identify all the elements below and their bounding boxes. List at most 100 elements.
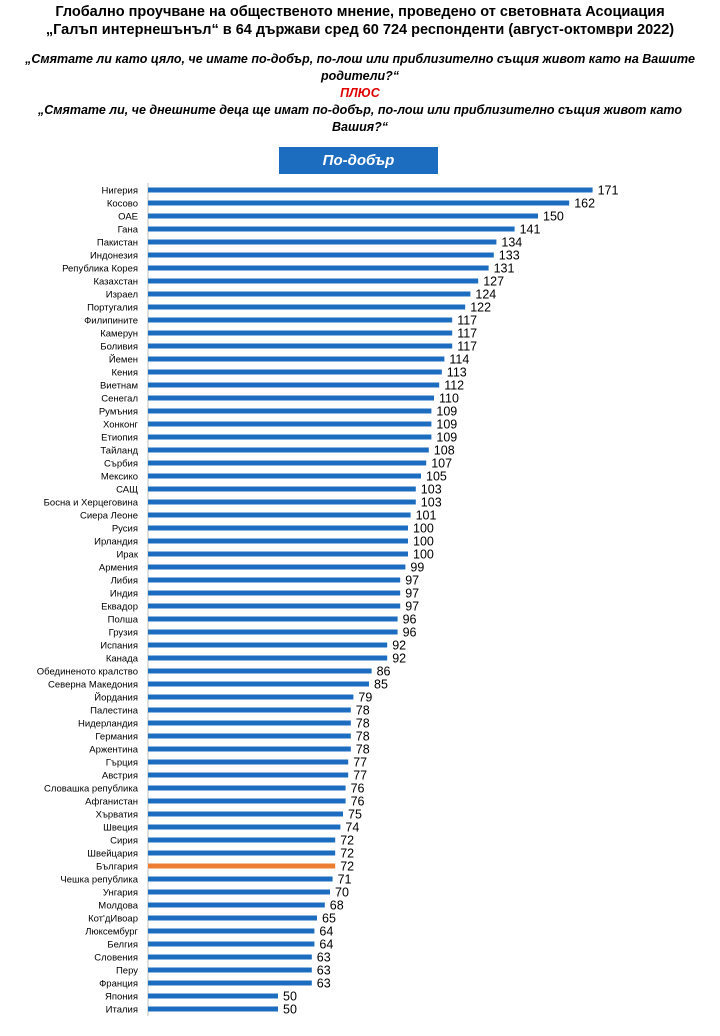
- category-label: Хърватия: [96, 810, 138, 821]
- value-label: 117: [457, 327, 477, 341]
- value-label: 72: [340, 860, 354, 874]
- value-label: 101: [416, 509, 437, 523]
- value-label: 103: [421, 496, 442, 510]
- value-label: 162: [574, 197, 595, 211]
- bar: [148, 226, 515, 232]
- bar: [148, 772, 349, 778]
- chart-title: Глобално проучване на общественото мнени…: [0, 3, 720, 39]
- bar: [148, 460, 427, 466]
- category-label: Обединеното кралство: [37, 667, 138, 678]
- category-label: Канада: [106, 654, 139, 665]
- category-label: Гана: [118, 225, 139, 236]
- category-label: Швеция: [103, 823, 138, 834]
- value-label: 86: [377, 665, 391, 679]
- bar: [148, 278, 479, 284]
- value-label: 127: [483, 275, 504, 289]
- value-label: 78: [356, 704, 370, 718]
- category-label: Грузия: [109, 628, 138, 639]
- value-label: 78: [356, 730, 370, 744]
- value-label: 131: [494, 262, 515, 276]
- value-label: 96: [403, 613, 417, 627]
- category-label: Италия: [106, 1005, 138, 1016]
- value-label: 78: [356, 743, 370, 757]
- bar: [148, 590, 401, 596]
- category-label: Люксембург: [85, 927, 138, 938]
- category-label: Гърция: [106, 758, 138, 769]
- bar: [148, 564, 406, 570]
- value-label: 107: [431, 457, 452, 471]
- value-label: 124: [475, 288, 496, 302]
- category-label: Мексико: [101, 472, 138, 483]
- value-label: 109: [436, 418, 457, 432]
- category-label: Израел: [106, 290, 138, 301]
- category-label: Перу: [116, 966, 138, 977]
- bar: [148, 200, 570, 206]
- question-1: „Смятате ли като цяло, че имате по-добър…: [25, 52, 695, 83]
- bar: [148, 187, 593, 193]
- value-label: 97: [405, 574, 419, 588]
- category-label: Армения: [99, 563, 138, 574]
- bar: [148, 434, 432, 440]
- bar: [148, 551, 408, 557]
- category-label: Хонконг: [103, 420, 139, 431]
- bar: [148, 681, 369, 687]
- value-label: 72: [340, 847, 354, 861]
- bar: [148, 421, 432, 427]
- bar: [148, 876, 333, 882]
- bar: [148, 291, 471, 297]
- bar: [148, 447, 429, 453]
- bar-highlight: [148, 863, 336, 869]
- category-label: Нигерия: [102, 186, 138, 197]
- category-label: Индия: [110, 589, 138, 600]
- bar: [148, 356, 445, 362]
- category-label: Сърбия: [104, 459, 138, 470]
- category-label: Тайланд: [100, 446, 138, 457]
- category-label: Либия: [111, 576, 138, 587]
- category-label: Пакистан: [97, 238, 138, 249]
- bar: [148, 915, 317, 921]
- category-label: Белгия: [107, 940, 138, 951]
- value-label: 70: [335, 886, 349, 900]
- category-label: Босна и Херцеговина: [44, 498, 139, 509]
- value-label: 100: [413, 535, 434, 549]
- category-label: Япония: [105, 992, 138, 1003]
- bar: [148, 694, 354, 700]
- category-label: Боливия: [100, 342, 138, 353]
- value-label: 109: [436, 405, 457, 419]
- bar: [148, 473, 421, 479]
- value-label: 85: [374, 678, 388, 692]
- category-label: Португалия: [87, 303, 138, 314]
- value-label: 64: [319, 925, 333, 939]
- bar: [148, 980, 312, 986]
- category-label: Полша: [108, 615, 139, 626]
- bar: [148, 603, 401, 609]
- value-label: 108: [434, 444, 455, 458]
- legend-better: По-добър: [279, 147, 438, 174]
- bar: [148, 798, 346, 804]
- bar: [148, 720, 351, 726]
- bar: [148, 512, 411, 518]
- value-label: 103: [421, 483, 442, 497]
- category-label: Република Корея: [62, 264, 138, 275]
- title-line-2: „Галъп интернешънъл“ в 64 държави сред 6…: [45, 22, 675, 38]
- value-label: 78: [356, 717, 370, 731]
- category-label: Кот'дИвоар: [88, 914, 138, 925]
- value-label: 100: [413, 548, 434, 562]
- bar: [148, 850, 336, 856]
- bar: [148, 629, 398, 635]
- value-label: 97: [405, 587, 419, 601]
- category-label: Косово: [107, 199, 138, 210]
- value-label: 133: [499, 249, 520, 263]
- category-label: Сиера Леоне: [80, 511, 138, 522]
- value-label: 71: [338, 873, 352, 887]
- value-label: 113: [447, 366, 467, 380]
- category-label: България: [96, 862, 138, 873]
- category-label: Ирландия: [94, 537, 138, 548]
- category-label: Еквадор: [101, 602, 138, 613]
- value-label: 77: [353, 769, 367, 783]
- value-label: 99: [410, 561, 424, 575]
- bar: [148, 824, 341, 830]
- bar: [148, 577, 401, 583]
- value-label: 141: [520, 223, 541, 237]
- bar: [148, 733, 351, 739]
